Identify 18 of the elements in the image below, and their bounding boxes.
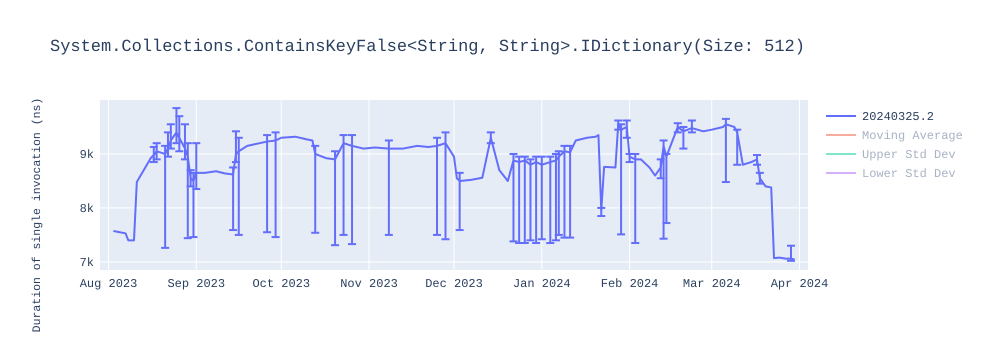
x-tick-label: Nov 2023 xyxy=(340,277,398,291)
x-tick-label: Mar 2024 xyxy=(682,277,741,291)
y-tick-label: 9k xyxy=(80,148,94,162)
x-tick-label: Jan 2024 xyxy=(512,277,571,291)
legend-label: Upper Std Dev xyxy=(862,148,956,162)
x-tick-label: Sep 2023 xyxy=(167,277,226,291)
legend-label: Moving Average xyxy=(862,129,963,144)
x-tick-label: Aug 2023 xyxy=(80,277,138,291)
x-tick-label: Oct 2023 xyxy=(252,277,310,291)
x-tick-label: Dec 2023 xyxy=(425,277,483,291)
x-tick-label: Feb 2024 xyxy=(600,277,658,291)
y-tick-label: 8k xyxy=(80,202,94,216)
x-tick-label: Apr 2024 xyxy=(770,277,828,291)
legend-label: Lower Std Dev xyxy=(862,167,956,182)
legend-label: 20240325.2 xyxy=(862,110,934,124)
y-axis-title: Duration of single invocation (ns) xyxy=(31,98,44,332)
y-tick-label: 7k xyxy=(80,256,94,270)
chart-title: System.Collections.ContainsKeyFalse<String, String>.IDictionary(Size: 512) xyxy=(50,38,805,57)
